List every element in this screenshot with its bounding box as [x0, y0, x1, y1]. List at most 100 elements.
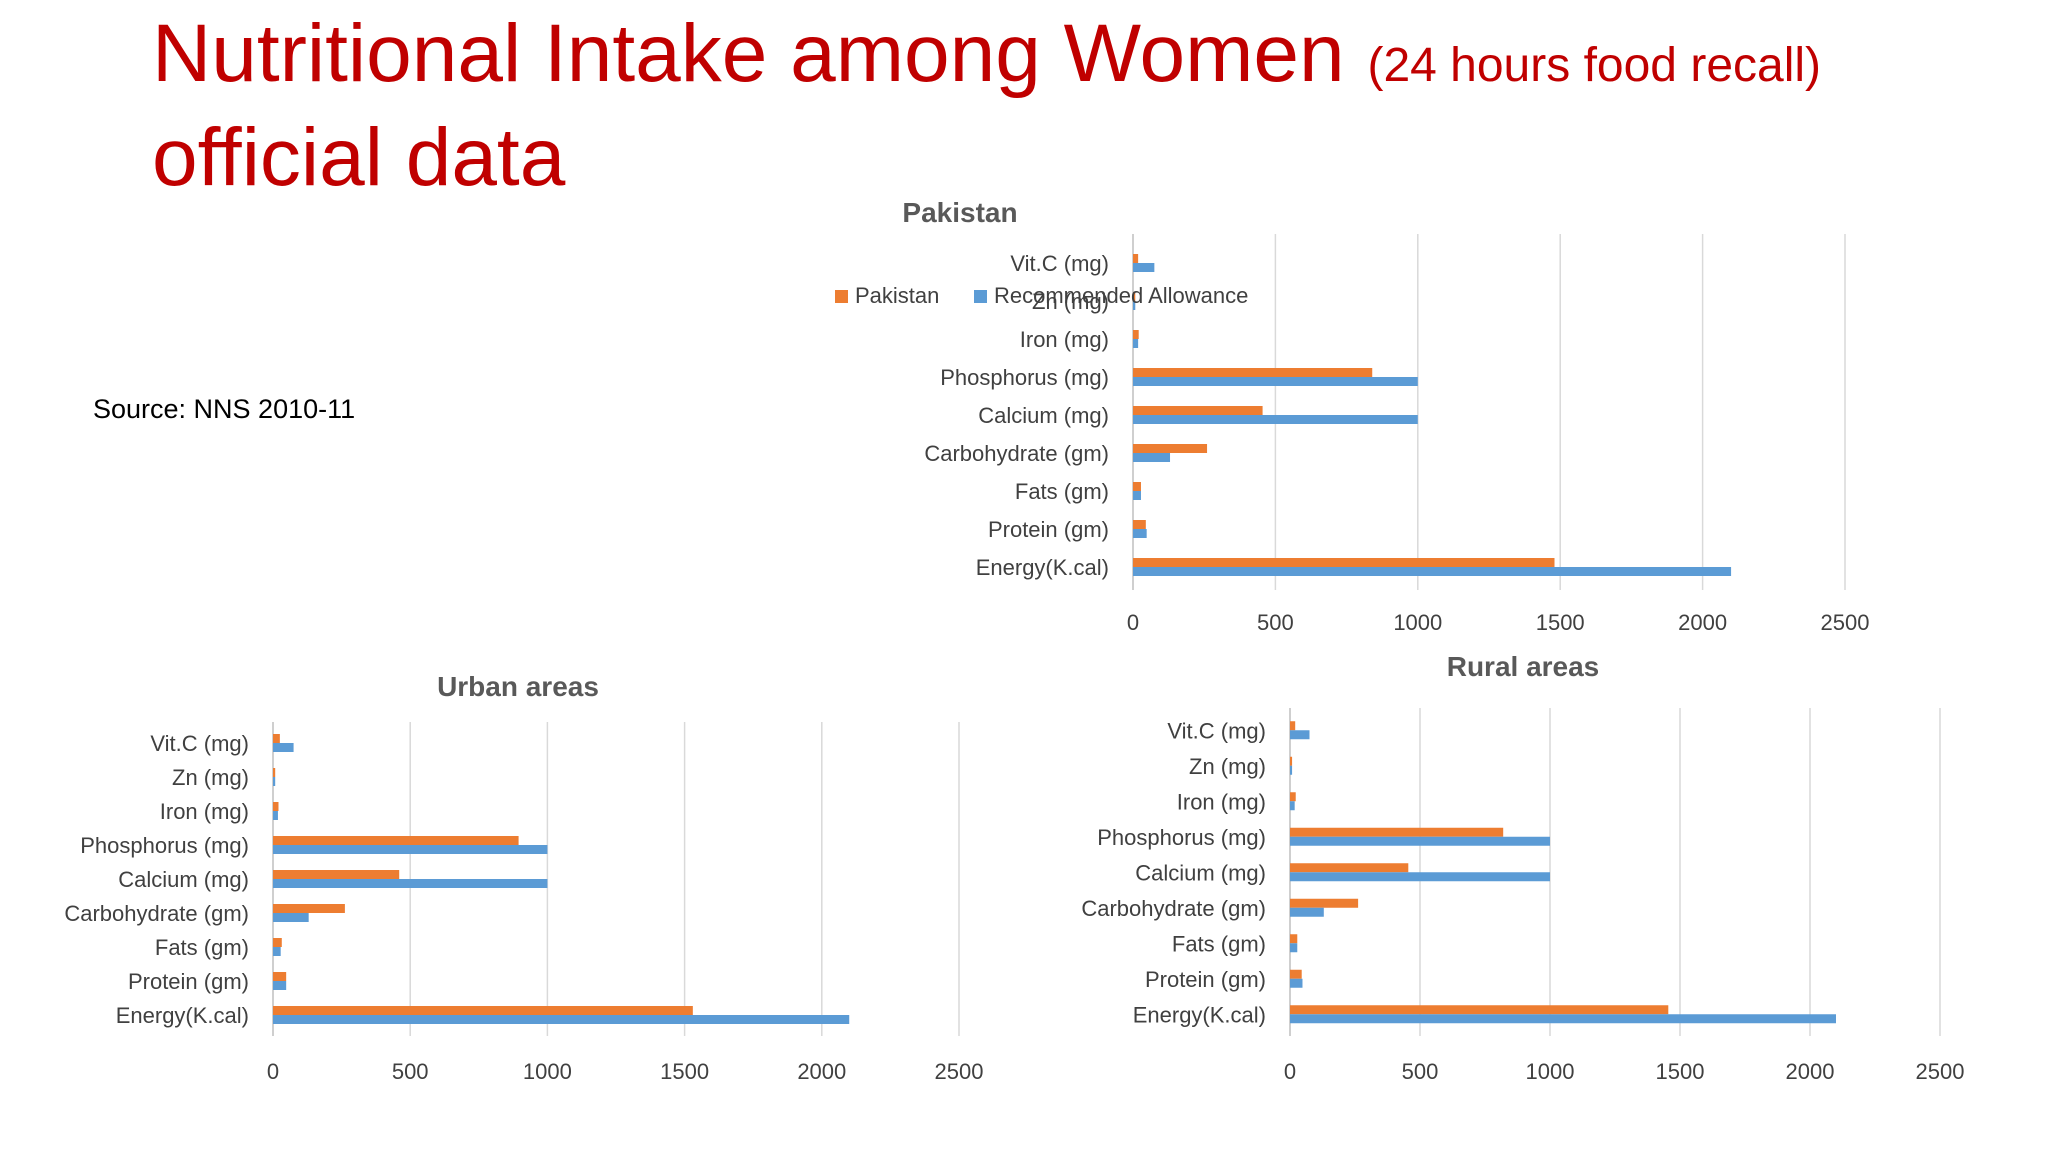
bar-fats-gm-series-0 [273, 938, 282, 947]
tick-label-1000: 1000 [523, 1059, 572, 1084]
tick-label-2500: 2500 [935, 1059, 984, 1084]
tick-label-2500: 2500 [1821, 610, 1870, 635]
chart-pakistan: Pakistan 0 500 1000 1500 2000 2500 Energy(K.cal… [835, 197, 1869, 635]
bar-protein-gm-series-1 [1290, 978, 1303, 988]
bar-fats-gm-series-1 [1133, 491, 1141, 500]
chart-title: Pakistan [902, 197, 1017, 228]
category-label-fats-gm: Fats (gm) [1172, 931, 1266, 956]
chart-title: Rural areas [1447, 651, 1600, 682]
bar-energy-k-cal-series-0 [273, 1006, 693, 1015]
bar-fats-gm-series-1 [273, 947, 281, 956]
bar-carbohydrate-gm-series-1 [273, 913, 309, 922]
bar-vit-c-mg-series-1 [1133, 263, 1155, 272]
bar-vit-c-mg-series-0 [1133, 254, 1139, 263]
chart-urban: Urban areas 0 500 1000 1500 2000 2500 Energy(K.… [64, 671, 984, 1084]
tick-label-1500: 1500 [1656, 1059, 1705, 1084]
category-label-iron-mg: Iron (mg) [1020, 327, 1109, 352]
category-label-vit-c-mg: Vit.C (mg) [1167, 718, 1266, 743]
tick-label-500: 500 [392, 1059, 429, 1084]
bar-carbohydrate-gm-series-0 [273, 904, 345, 913]
bar-iron-mg-series-1 [273, 811, 278, 820]
legend-label-0: Pakistan [855, 283, 939, 308]
source-note: Source: NNS 2010-11 [93, 394, 356, 424]
bar-zn-mg-series-1 [1290, 765, 1293, 775]
bar-phosphorus-mg-series-1 [273, 845, 548, 854]
bar-protein-gm-series-1 [1133, 529, 1147, 538]
category-label-iron-mg: Iron (mg) [1177, 789, 1266, 814]
category-label-vit-c-mg: Vit.C (mg) [150, 731, 249, 756]
bar-phosphorus-mg-series-1 [1133, 377, 1418, 386]
bar-vit-c-mg-series-0 [1290, 721, 1296, 731]
bar-fats-gm-series-0 [1290, 934, 1298, 944]
title-subtitle: (24 hours food recall) [1367, 39, 1822, 92]
bar-calcium-mg-series-1 [1290, 872, 1550, 882]
bar-zn-mg-series-0 [1290, 756, 1293, 766]
bar-zn-mg-series-0 [1133, 292, 1136, 301]
bar-zn-mg-series-1 [1133, 301, 1136, 310]
category-label-phosphorus-mg: Phosphorus (mg) [1097, 825, 1266, 850]
tick-label-500: 500 [1402, 1059, 1439, 1084]
tick-label-1500: 1500 [1536, 610, 1585, 635]
category-label-protein-gm: Protein (gm) [1145, 967, 1266, 992]
bar-energy-k-cal-series-0 [1290, 1005, 1669, 1015]
bar-vit-c-mg-series-1 [1290, 730, 1310, 740]
category-label-calcium-mg: Calcium (mg) [978, 403, 1109, 428]
category-label-iron-mg: Iron (mg) [160, 799, 249, 824]
bar-carbohydrate-gm-series-0 [1290, 898, 1359, 908]
legend-label-1: Recommended Allowance [994, 283, 1248, 308]
bar-energy-k-cal-series-1 [273, 1015, 850, 1024]
title-line-2: official data [152, 112, 566, 203]
bar-phosphorus-mg-series-0 [1290, 827, 1504, 837]
category-label-calcium-mg: Calcium (mg) [1135, 860, 1266, 885]
category-label-fats-gm: Fats (gm) [1015, 479, 1109, 504]
category-label-carbohydrate-gm: Carbohydrate (gm) [924, 441, 1109, 466]
category-label-zn-mg: Zn (mg) [1032, 289, 1109, 314]
tick-label-2000: 2000 [797, 1059, 846, 1084]
category-label-energy-k-cal: Energy(K.cal) [116, 1003, 249, 1028]
category-label-protein-gm: Protein (gm) [988, 517, 1109, 542]
legend-swatch-0 [835, 290, 848, 303]
bar-protein-gm-series-0 [273, 972, 287, 981]
category-label-zn-mg: Zn (mg) [1189, 754, 1266, 779]
bar-vit-c-mg-series-1 [273, 743, 294, 752]
title-line-1: Nutritional Intake among Women (24 hours… [152, 8, 1952, 112]
chart-title: Urban areas [437, 671, 599, 702]
category-label-carbohydrate-gm: Carbohydrate (gm) [64, 901, 249, 926]
category-label-protein-gm: Protein (gm) [128, 969, 249, 994]
tick-label-500: 500 [1257, 610, 1294, 635]
bar-fats-gm-series-1 [1290, 943, 1298, 953]
category-label-vit-c-mg: Vit.C (mg) [1010, 251, 1109, 276]
slide-title: Nutritional Intake among Women (24 hours… [152, 8, 1952, 204]
chart-rural: Rural areas 0 500 1000 1500 2000 2500 Energy(K.… [1081, 651, 1965, 1084]
bar-protein-gm-series-0 [1133, 520, 1146, 529]
bar-iron-mg-series-1 [1133, 339, 1139, 348]
bar-calcium-mg-series-0 [1133, 406, 1263, 415]
bar-energy-k-cal-series-0 [1133, 558, 1555, 567]
bar-carbohydrate-gm-series-0 [1133, 444, 1208, 453]
tick-label-1500: 1500 [660, 1059, 709, 1084]
tick-label-2500: 2500 [1916, 1059, 1965, 1084]
bar-zn-mg-series-0 [273, 768, 276, 777]
bar-calcium-mg-series-0 [1290, 863, 1409, 873]
bar-phosphorus-mg-series-0 [1133, 368, 1373, 377]
tick-label-1000: 1000 [1393, 610, 1442, 635]
bar-fats-gm-series-0 [1133, 482, 1141, 491]
bar-protein-gm-series-1 [273, 981, 287, 990]
bar-vit-c-mg-series-0 [273, 734, 280, 743]
tick-label-0: 0 [1127, 610, 1139, 635]
bar-carbohydrate-gm-series-1 [1133, 453, 1171, 462]
bar-phosphorus-mg-series-0 [273, 836, 519, 845]
bar-iron-mg-series-0 [273, 802, 279, 811]
category-label-fats-gm: Fats (gm) [155, 935, 249, 960]
legend-swatch-1 [974, 290, 987, 303]
bar-calcium-mg-series-1 [273, 879, 548, 888]
bar-calcium-mg-series-0 [273, 870, 400, 879]
bar-phosphorus-mg-series-1 [1290, 836, 1550, 846]
tick-label-1000: 1000 [1526, 1059, 1575, 1084]
category-label-zn-mg: Zn (mg) [172, 765, 249, 790]
bar-energy-k-cal-series-1 [1290, 1014, 1836, 1024]
category-label-calcium-mg: Calcium (mg) [118, 867, 249, 892]
bar-calcium-mg-series-1 [1133, 415, 1418, 424]
tick-label-0: 0 [267, 1059, 279, 1084]
tick-label-2000: 2000 [1786, 1059, 1835, 1084]
